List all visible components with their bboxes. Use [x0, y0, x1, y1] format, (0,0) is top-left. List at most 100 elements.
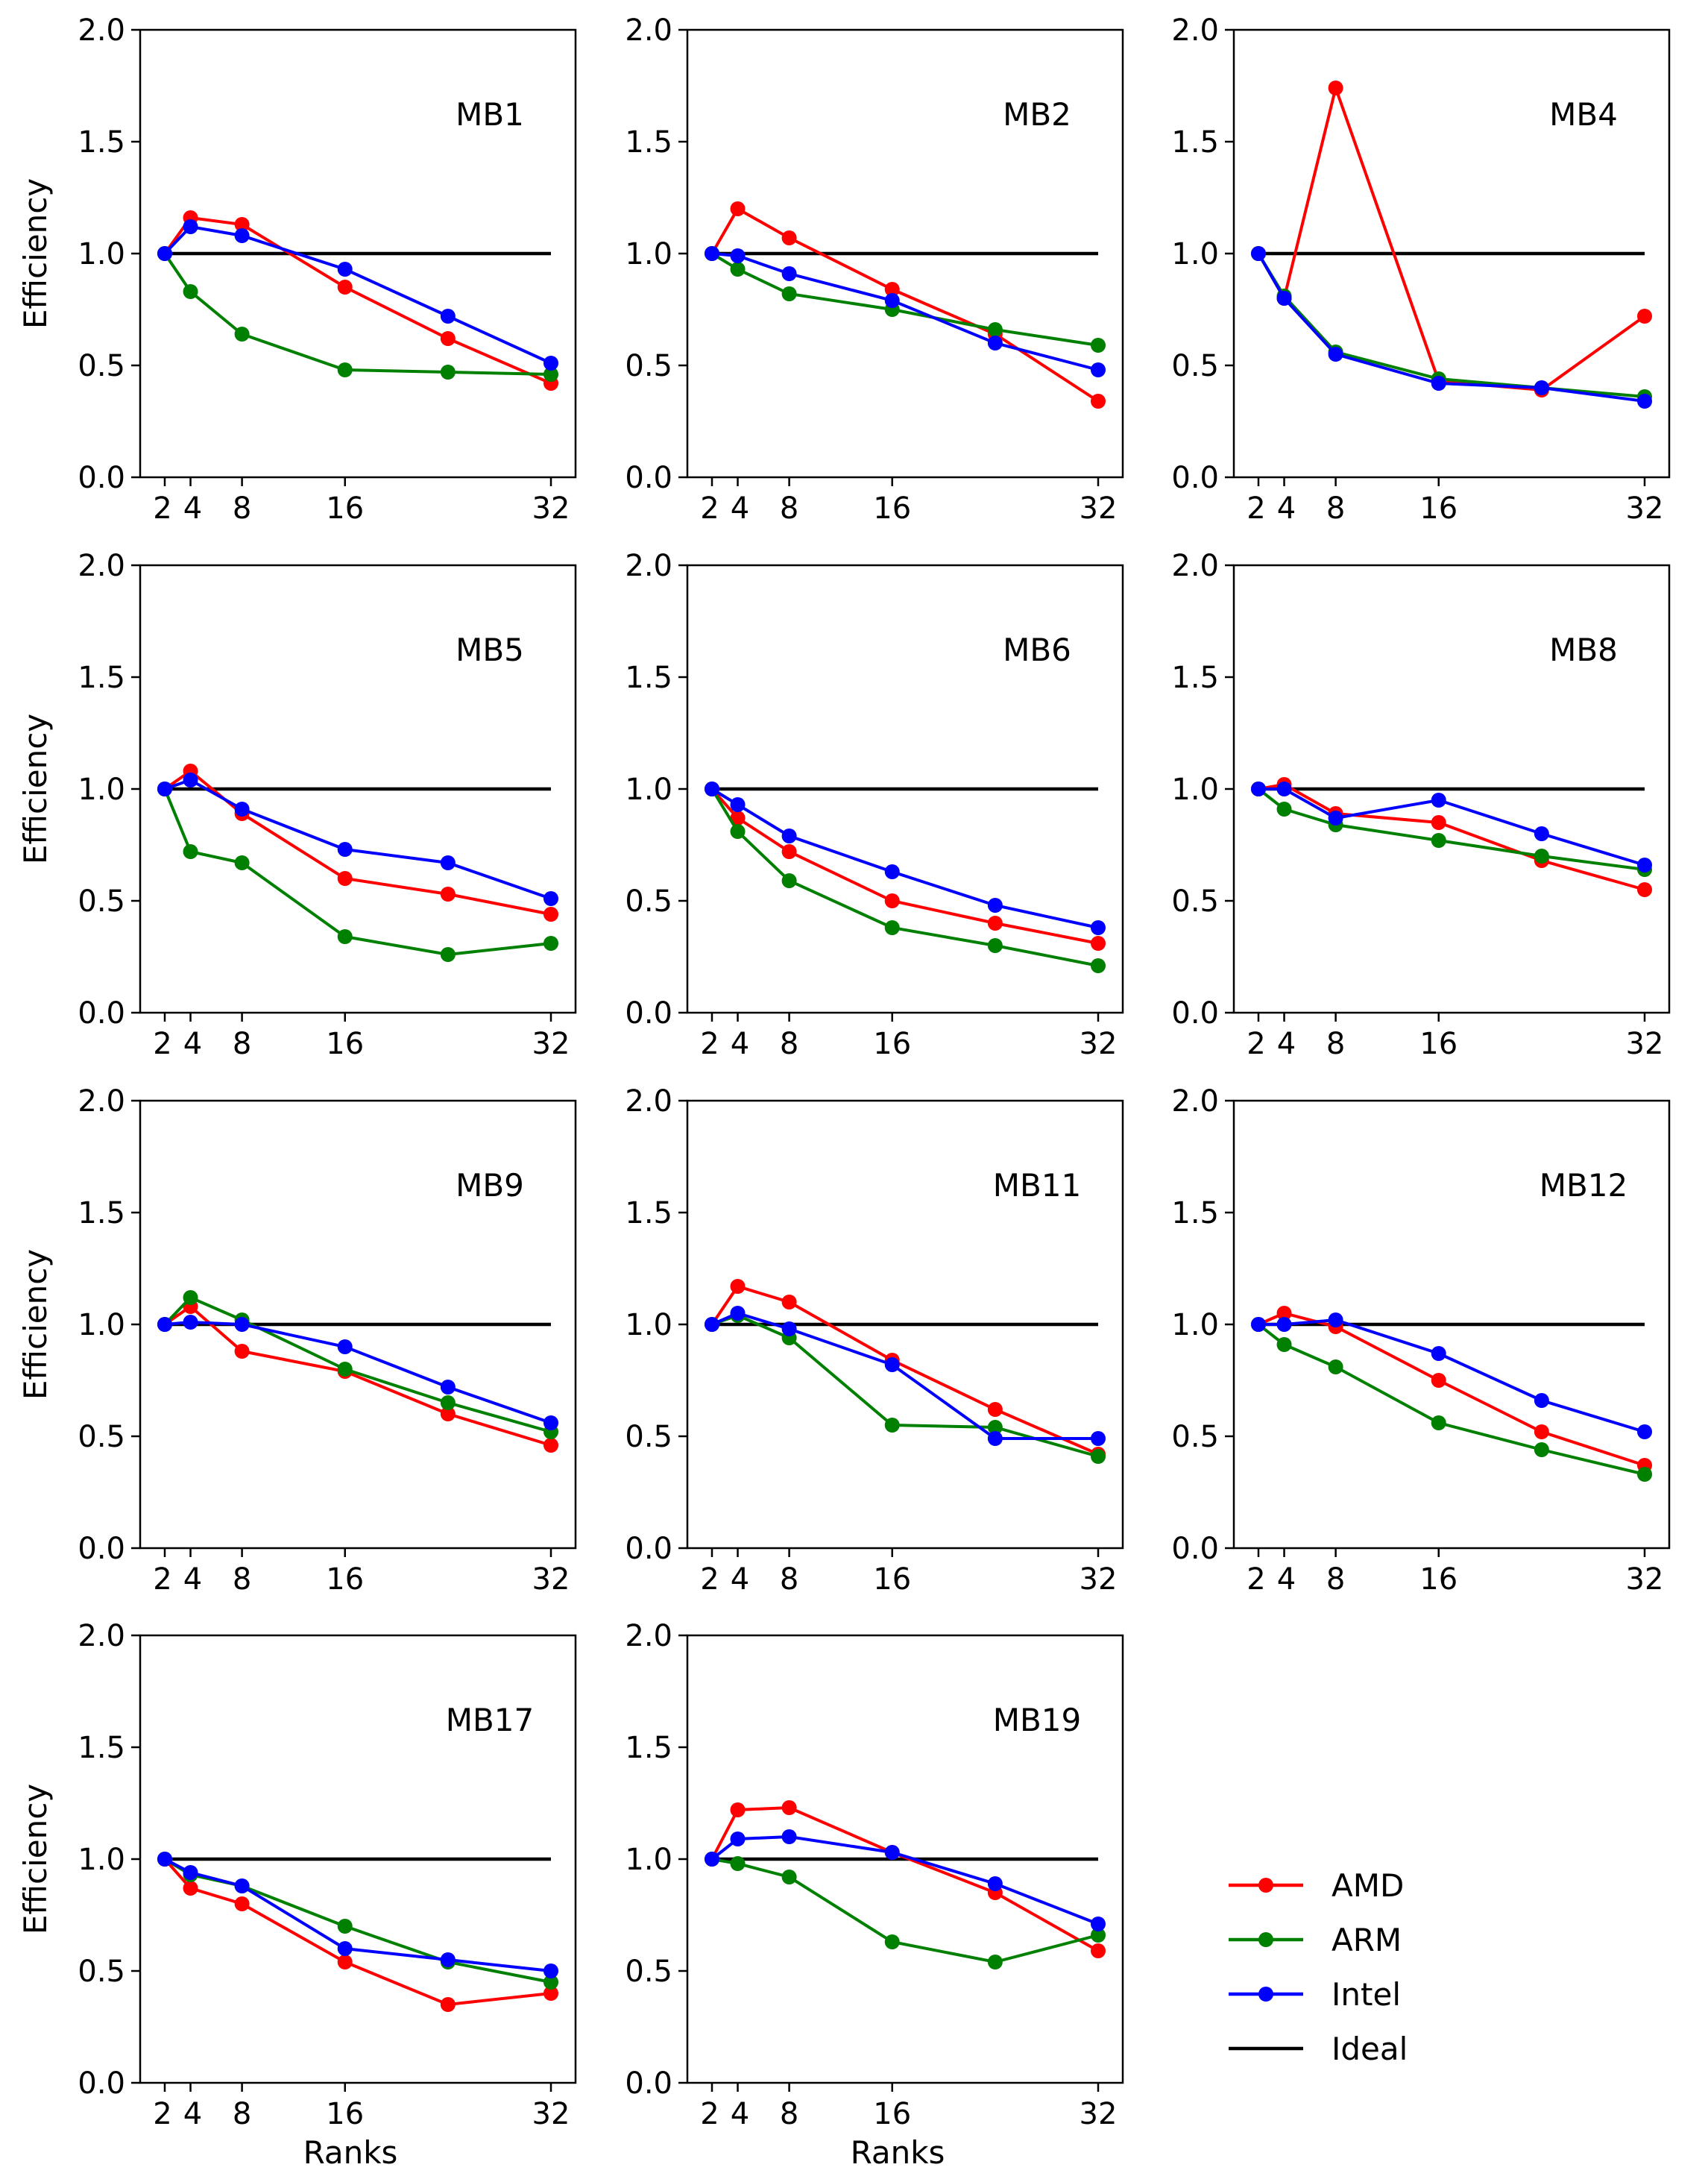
series-line-arm	[710, 787, 1099, 967]
y-tick-label: 0.0	[78, 1532, 125, 1566]
x-tick-label: 4	[731, 491, 749, 526]
y-axis-label: Efficiency	[17, 1249, 54, 1400]
data-point-intel	[1637, 1424, 1652, 1439]
x-tick-label: 4	[731, 1562, 749, 1597]
data-point-intel	[884, 1357, 900, 1372]
data-point-amd	[781, 230, 797, 245]
x-tick-label: 32	[1080, 2097, 1118, 2131]
data-point-intel	[1091, 920, 1106, 935]
y-tick-label: 2.0	[78, 1619, 125, 1653]
y-tick-label: 0.5	[1171, 1420, 1219, 1454]
panel-mb2: 0.0 0.5 1.0 1.5 2.0 2 4 8 16 32 MB2	[625, 13, 1124, 526]
data-point-intel	[440, 1380, 456, 1395]
panel-title: MB12	[1540, 1167, 1628, 1204]
panel-mb17: 0.0 0.5 1.0 1.5 2.0 2 4 8 16 32 MB17 Efficiency Rank…	[17, 1619, 577, 2171]
data-point-amd	[1328, 81, 1343, 95]
data-point-amd	[1534, 1424, 1549, 1439]
x-tick-label: 16	[326, 491, 364, 526]
data-point-intel	[1431, 793, 1446, 808]
data-point-amd	[1276, 1306, 1292, 1321]
y-tick-label: 0.0	[78, 2066, 125, 2101]
series-line-amd	[710, 207, 1100, 403]
panel-mb8: 0.0 0.5 1.0 1.5 2.0 2 4 8 16 32 MB8	[1171, 549, 1671, 1061]
data-point-intel	[987, 1876, 1003, 1891]
y-tick-label: 0.5	[78, 1955, 125, 1989]
y-tick-label: 0.5	[1171, 884, 1219, 919]
panel-title: MB4	[1549, 96, 1618, 133]
data-point-arm	[183, 1290, 198, 1305]
y-tick-label: 1.5	[1171, 125, 1219, 160]
panel-title: MB11	[993, 1167, 1082, 1204]
panel-title: MB17	[446, 1702, 535, 1738]
data-point-arm	[1091, 338, 1106, 353]
y-tick-label: 0.0	[1171, 996, 1219, 1031]
data-point-amd	[1091, 936, 1106, 951]
series-line-arm	[163, 252, 552, 376]
data-point-arm	[234, 327, 250, 342]
y-tick-label: 0.0	[625, 1532, 672, 1566]
y-tick-label: 1.0	[625, 1308, 672, 1342]
data-point-intel	[157, 782, 172, 796]
x-tick-label: 8	[780, 1027, 798, 1061]
panel-title: MB6	[1003, 632, 1071, 668]
series-line-arm	[711, 1858, 1099, 1964]
x-tick-label: 16	[873, 1562, 911, 1597]
data-point-intel	[730, 797, 746, 812]
data-point-amd	[987, 1402, 1003, 1417]
data-point-intel	[781, 266, 797, 281]
data-point-intel	[1637, 394, 1652, 409]
y-tick-label: 1.0	[1171, 1308, 1219, 1342]
data-point-arm	[183, 284, 198, 299]
x-tick-label: 32	[532, 1562, 570, 1597]
y-tick-label: 0.0	[625, 2066, 672, 2101]
y-tick-label: 1.5	[1171, 661, 1219, 695]
data-point-amd	[337, 871, 353, 886]
data-point-intel	[157, 1317, 172, 1332]
x-tick-label: 32	[1080, 491, 1118, 526]
data-point-intel	[234, 228, 250, 243]
data-point-intel	[543, 1415, 558, 1430]
panel-mb6: 0.0 0.5 1.0 1.5 2.0 2 4 8 16 32 MB6	[625, 549, 1124, 1061]
data-point-amd	[234, 1896, 250, 1911]
legend-label-amd: AMD	[1332, 1867, 1404, 1904]
x-tick-label: 8	[233, 491, 251, 526]
data-point-arm	[1091, 1449, 1106, 1464]
data-point-arm	[543, 367, 558, 382]
data-point-intel	[1328, 1312, 1343, 1327]
y-axis-label: Efficiency	[17, 1784, 54, 1934]
series-line-amd	[163, 1304, 552, 1447]
data-point-amd	[730, 811, 746, 826]
data-point-amd	[234, 217, 250, 232]
data-point-arm	[337, 362, 353, 377]
y-tick-label: 1.5	[78, 1731, 125, 1765]
x-tick-label: 4	[1277, 1562, 1296, 1597]
data-point-arm	[884, 1418, 900, 1433]
x-tick-label: 4	[183, 491, 202, 526]
data-point-amd	[543, 1438, 558, 1453]
series-line-intel	[710, 787, 1099, 929]
y-tick-label: 0.5	[1171, 349, 1219, 383]
data-point-amd	[543, 907, 558, 922]
x-tick-label: 32	[1626, 1027, 1664, 1061]
data-point-intel	[884, 293, 900, 308]
data-point-arm	[183, 844, 198, 859]
y-tick-label: 1.0	[625, 773, 672, 807]
data-point-intel	[1251, 782, 1266, 796]
series-line-intel	[710, 1834, 1099, 1925]
data-point-intel	[440, 1952, 456, 1967]
series-line-amd	[163, 769, 552, 916]
y-axis-label: Efficiency	[17, 714, 54, 864]
data-point-amd	[1637, 882, 1652, 897]
x-tick-label: 16	[1419, 1562, 1458, 1597]
panel-title: MB9	[456, 1167, 524, 1204]
data-point-arm	[781, 1870, 797, 1884]
data-point-amd	[440, 331, 456, 346]
legend-marker-amd	[1258, 1878, 1273, 1893]
data-point-arm	[1431, 833, 1446, 848]
y-tick-label: 1.0	[625, 237, 672, 271]
series-line-intel	[711, 1311, 1098, 1440]
x-tick-label: 8	[1326, 491, 1345, 526]
x-tick-label: 8	[1326, 1562, 1345, 1597]
data-point-intel	[730, 1832, 746, 1846]
data-point-arm	[730, 1856, 746, 1871]
